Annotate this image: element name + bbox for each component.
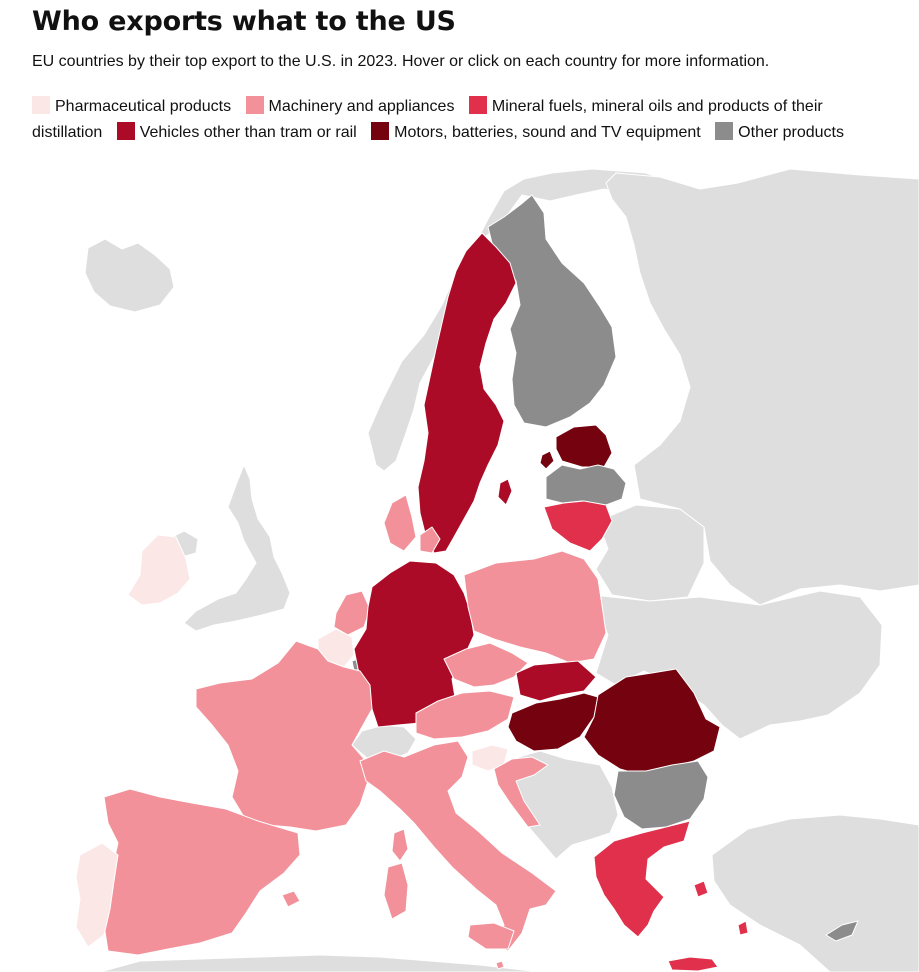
country-spain-balearics[interactable] xyxy=(281,890,301,908)
legend-item-motors[interactable]: Motors, batteries, sound and TV equipmen… xyxy=(371,122,701,141)
legend-swatch-machinery xyxy=(245,96,264,114)
eu-countries xyxy=(75,194,859,972)
land-united-kingdom xyxy=(183,464,291,632)
country-cyprus[interactable] xyxy=(825,920,859,942)
legend-label-fuels: Mineral fuels, mineral oils and products… xyxy=(32,98,823,141)
legend: Pharmaceutical products Machinery and ap… xyxy=(32,94,902,146)
country-france-corsica[interactable] xyxy=(391,828,409,862)
land-turkey xyxy=(711,814,919,972)
country-italy-sicily[interactable] xyxy=(467,922,515,950)
country-netherlands[interactable] xyxy=(333,590,371,636)
country-latvia[interactable] xyxy=(545,464,627,506)
country-ireland[interactable] xyxy=(127,534,191,606)
land-north-africa xyxy=(99,954,541,972)
country-bulgaria[interactable] xyxy=(613,760,709,830)
page-title: Who exports what to the US xyxy=(32,6,456,37)
legend-label-other: Other products xyxy=(738,124,844,141)
country-czechia[interactable] xyxy=(443,642,529,688)
country-greece[interactable] xyxy=(593,820,691,938)
land-russia xyxy=(605,168,919,606)
country-greece-rhodes[interactable] xyxy=(737,920,749,936)
legend-item-pharma[interactable]: Pharmaceutical products xyxy=(32,96,232,115)
country-hungary[interactable] xyxy=(507,692,599,752)
legend-item-machinery[interactable]: Machinery and appliances xyxy=(245,96,455,115)
country-denmark[interactable] xyxy=(383,494,417,552)
country-greece-lesbos[interactable] xyxy=(693,880,709,898)
country-estonia[interactable] xyxy=(555,424,613,468)
legend-item-fuels[interactable]: Mineral fuels, mineral oils and products… xyxy=(32,96,823,141)
europe-map-svg xyxy=(75,168,919,972)
country-portugal[interactable] xyxy=(75,842,119,948)
country-austria[interactable] xyxy=(415,690,515,740)
legend-swatch-other xyxy=(715,122,734,140)
land-belarus xyxy=(595,504,705,602)
country-estonia-islands[interactable] xyxy=(539,450,555,470)
country-italy[interactable] xyxy=(359,740,557,952)
country-sweden-gotland[interactable] xyxy=(497,478,513,506)
legend-swatch-motors xyxy=(371,122,390,140)
land-norway xyxy=(367,168,685,472)
country-romania[interactable] xyxy=(583,668,721,776)
country-finland[interactable] xyxy=(487,194,617,428)
land-iceland xyxy=(84,238,175,313)
country-sweden[interactable] xyxy=(417,232,517,554)
legend-item-other[interactable]: Other products xyxy=(715,122,844,141)
legend-label-pharma: Pharmaceutical products xyxy=(55,98,232,115)
europe-map xyxy=(0,165,919,972)
legend-label-motors: Motors, batteries, sound and TV equipmen… xyxy=(394,124,701,141)
legend-label-machinery: Machinery and appliances xyxy=(268,98,455,115)
legend-swatch-vehicles xyxy=(116,122,135,140)
legend-item-vehicles[interactable]: Vehicles other than tram or rail xyxy=(116,122,357,141)
country-lithuania[interactable] xyxy=(543,500,613,552)
country-italy-sardinia[interactable] xyxy=(383,862,409,920)
country-greece-crete[interactable] xyxy=(667,956,719,972)
legend-swatch-pharma xyxy=(32,96,50,114)
country-slovakia[interactable] xyxy=(515,660,597,702)
country-croatia[interactable] xyxy=(493,756,549,828)
country-malta[interactable] xyxy=(495,960,505,970)
country-denmark-zealand[interactable] xyxy=(419,526,441,554)
country-poland[interactable] xyxy=(463,550,607,664)
page-subtitle: EU countries by their top export to the … xyxy=(32,53,770,70)
legend-swatch-fuels xyxy=(468,96,487,114)
legend-label-vehicles: Vehicles other than tram or rail xyxy=(139,124,357,141)
country-france[interactable] xyxy=(195,640,373,832)
